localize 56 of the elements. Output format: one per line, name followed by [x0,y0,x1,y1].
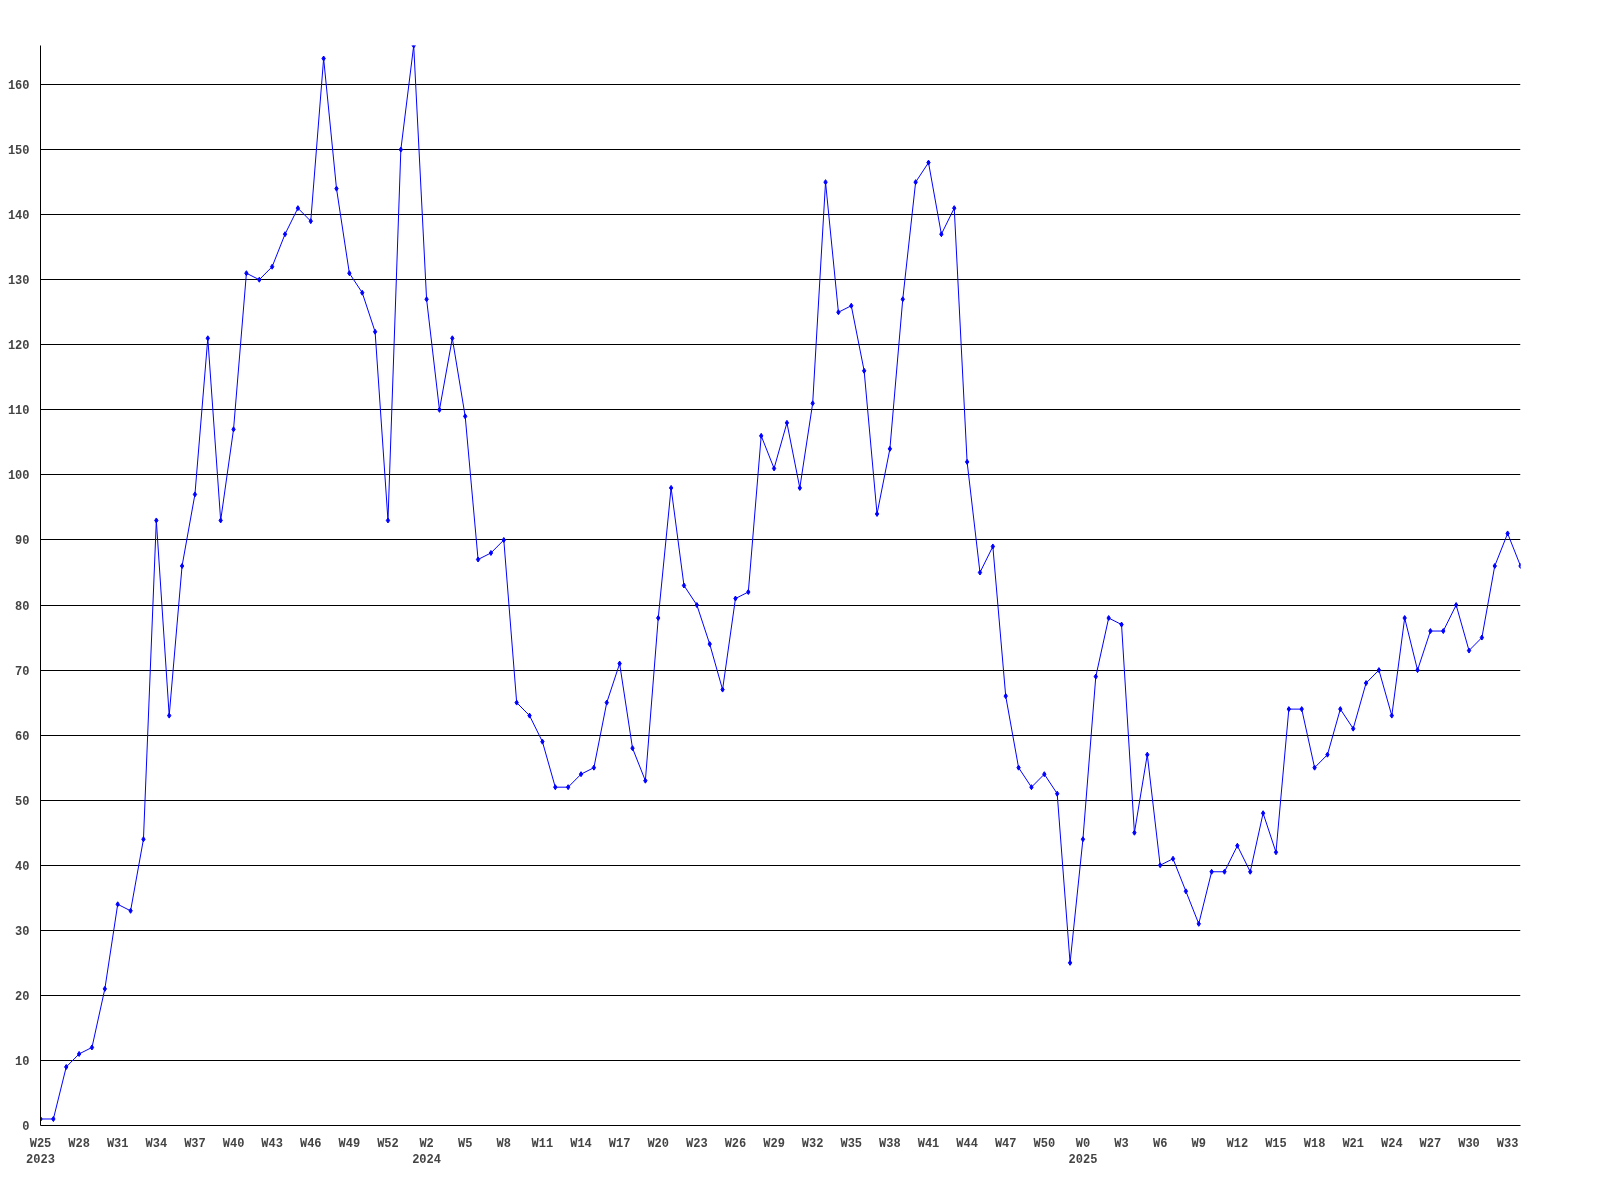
x-tick-label: W15 [1265,1136,1287,1151]
x-tick-label: W18 [1303,1136,1326,1151]
x-tick-label: W28 [68,1136,90,1151]
x-tick-label: W11 [531,1136,554,1151]
x-tick-label: W35 [840,1136,863,1151]
y-tick-label: 90 [15,534,30,549]
y-tick-label: 0 [22,1120,30,1134]
x-tick-label: W33 [1496,1136,1519,1151]
x-tick-label: W31 [106,1136,129,1151]
x-tick-label: W34 [145,1136,168,1151]
y-tick-label: 30 [15,924,30,939]
x-tick-label: W38 [879,1136,901,1151]
x-tick-label: W12 [1226,1136,1249,1151]
y-tick-label: 100 [7,469,30,484]
y-tick-label: 50 [15,794,30,809]
x-tick-label: W8 [496,1136,512,1151]
y-tick-label: 60 [15,729,30,744]
x-tick-label: W27 [1419,1136,1442,1151]
x-tick-label: W0 2025 [1068,1136,1098,1168]
x-tick-label: W17 [608,1136,631,1151]
x-tick-label: W41 [917,1136,940,1151]
x-tick-label: W40 [222,1136,245,1151]
y-tick-label: 120 [7,339,30,354]
x-tick-label: W32 [801,1136,824,1151]
x-tick-label: W6 [1152,1136,1168,1151]
y-tick-label: 20 [15,989,30,1004]
x-tick-label: W23 [686,1136,708,1151]
y-tick-label: 160 [7,79,30,94]
x-tick-label: W44 [956,1136,978,1151]
x-tick-label: W5 [457,1136,473,1151]
x-tick-label: W2 2024 [412,1136,441,1168]
x-tick-label: W26 [724,1136,747,1151]
x-tick-label: W47 [994,1136,1017,1151]
y-tick-label: 130 [7,274,30,289]
x-tick-label: W52 [377,1136,399,1151]
x-tick-label: W20 [647,1136,670,1151]
x-tick-label: W50 [1033,1136,1056,1151]
x-tick-label: W3 [1114,1136,1129,1151]
x-tick-label: W9 [1191,1136,1206,1151]
y-tick-label: 140 [7,209,30,224]
x-tick-label: W21 [1342,1136,1364,1151]
x-tick-label: W43 [261,1136,283,1151]
x-tick-label: W49 [338,1136,361,1151]
y-tick-label: 150 [7,144,30,159]
x-tick-label: W46 [299,1136,322,1151]
x-tick-label: W25 2023 [26,1136,55,1168]
y-tick-label: 110 [7,404,30,419]
x-tick-label: W24 [1381,1136,1403,1151]
x-tick-label: W37 [184,1136,206,1151]
y-tick-label: 80 [15,599,30,614]
y-tick-label: 10 [15,1054,30,1069]
y-tick-label: 40 [15,859,30,874]
x-tick-label: W29 [763,1136,785,1151]
x-tick-label: W14 [570,1136,592,1151]
y-tick-label: 70 [15,664,30,679]
x-tick-label: W30 [1458,1136,1480,1151]
